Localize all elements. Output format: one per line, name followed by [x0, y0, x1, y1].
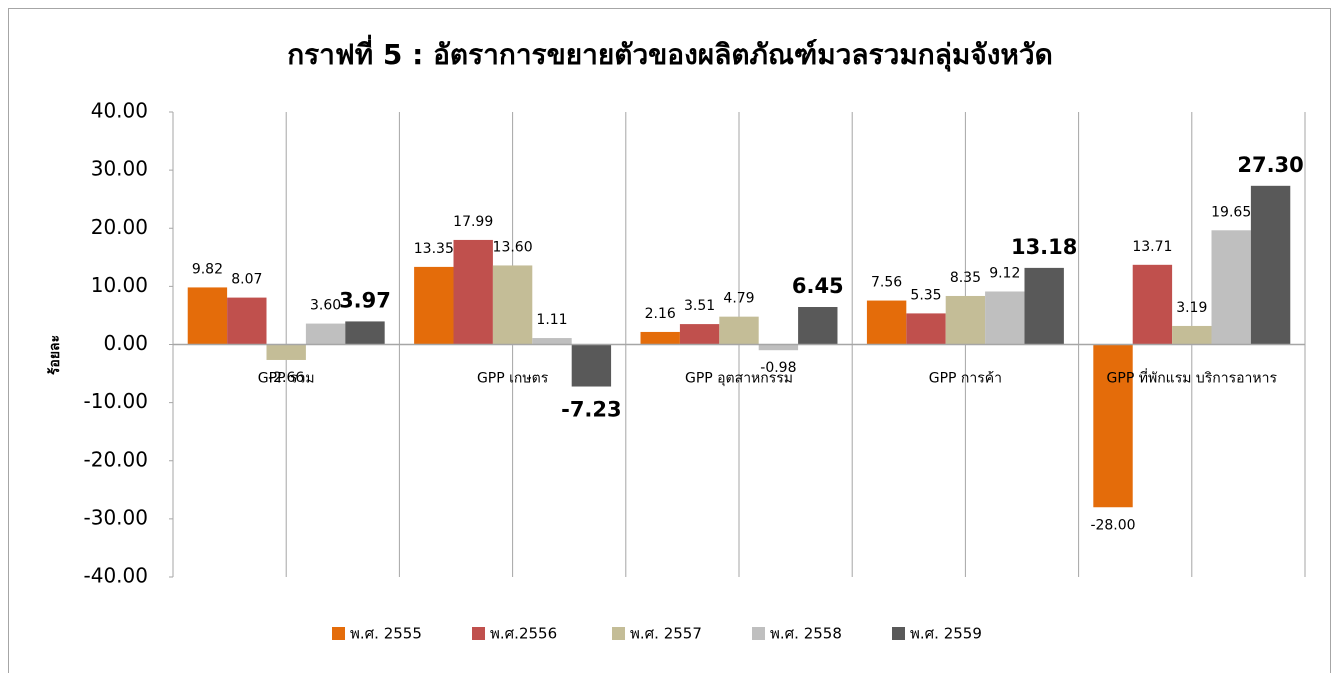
legend-swatch: [472, 627, 485, 640]
bar: [345, 321, 385, 345]
bar: [266, 344, 306, 360]
data-label: 5.35: [910, 287, 941, 303]
data-label: 4.79: [723, 291, 754, 307]
data-label: 2.16: [645, 306, 676, 322]
data-label: 19.65: [1211, 204, 1251, 220]
bar: [1132, 264, 1173, 345]
legend-label: พ.ศ. 2557: [630, 625, 702, 643]
legend-label: พ.ศ. 2558: [770, 625, 842, 643]
legend-swatch: [752, 627, 765, 640]
y-tick-label: 10.00: [91, 273, 148, 297]
data-label: 27.30: [1237, 153, 1303, 177]
y-tick-label: -40.00: [84, 564, 148, 588]
bar: [453, 239, 493, 345]
bar: [906, 313, 946, 345]
data-label: 3.60: [310, 298, 341, 314]
legend-swatch: [332, 627, 345, 640]
bar: [798, 307, 838, 345]
data-label: 8.35: [950, 270, 981, 286]
data-label: 17.99: [453, 214, 493, 230]
data-label: 8.07: [231, 272, 262, 288]
bar: [187, 287, 228, 345]
x-tick-label: GPP การค้า: [929, 371, 1002, 387]
x-tick-label: GPP อุตสาหกรรม: [685, 371, 793, 387]
legend-label: พ.ศ.2556: [490, 625, 557, 643]
bar: [985, 291, 1025, 345]
x-tick-label: GPP เกษตร: [477, 371, 549, 387]
data-label: -7.23: [561, 398, 622, 422]
x-tick-label: GPP ที่พักแรม บริการอาหาร: [1107, 369, 1278, 387]
data-label: 13.35: [414, 241, 454, 257]
bar: [532, 338, 572, 345]
data-label: 3.19: [1176, 300, 1207, 316]
y-tick-label: -20.00: [84, 447, 148, 471]
data-label: 13.71: [1132, 239, 1172, 255]
bar: [305, 323, 346, 345]
y-tick-label: 40.00: [91, 99, 148, 123]
bar: [492, 265, 533, 345]
bar: [1024, 267, 1064, 345]
bar: [227, 297, 267, 345]
bar: [414, 266, 454, 345]
data-label: 13.60: [493, 239, 533, 255]
data-label: -28.00: [1090, 517, 1135, 533]
data-label: -2.66: [268, 370, 304, 386]
x-tick-label: GPP รวม: [258, 371, 315, 387]
legend-label: พ.ศ. 2559: [910, 625, 982, 643]
bar: [945, 295, 986, 345]
data-label: 6.45: [792, 274, 844, 298]
bar: [1172, 325, 1212, 345]
bar: [866, 300, 907, 345]
legend-swatch: [612, 627, 625, 640]
data-label: 3.97: [339, 288, 391, 312]
data-label: 9.12: [989, 265, 1020, 281]
data-label: 1.11: [536, 312, 567, 328]
bar: [1093, 344, 1133, 508]
legend-label: พ.ศ. 2555: [350, 625, 422, 643]
bar: [679, 324, 720, 345]
bar: [1250, 185, 1291, 345]
bar: [758, 344, 799, 351]
bar: [571, 344, 612, 387]
y-tick-label: -10.00: [84, 389, 148, 413]
data-label: 3.51: [684, 298, 715, 314]
y-tick-label: 0.00: [103, 331, 148, 355]
bar: [640, 331, 680, 345]
y-axis-label: ร้อยละ: [47, 335, 63, 375]
bar: [1211, 230, 1251, 345]
bar: [719, 316, 759, 345]
y-tick-label: -30.00: [84, 505, 148, 529]
y-tick-label: 30.00: [91, 157, 148, 181]
data-label: 13.18: [1011, 235, 1077, 259]
data-label: 9.82: [192, 261, 223, 277]
legend-swatch: [892, 627, 905, 640]
data-label: 7.56: [871, 275, 902, 291]
chart-title: กราฟที่ 5 : อัตราการขยายตัวของผลิตภัณฑ์ม…: [287, 34, 1053, 72]
data-label: -0.98: [760, 360, 796, 376]
y-tick-label: 20.00: [91, 215, 148, 239]
